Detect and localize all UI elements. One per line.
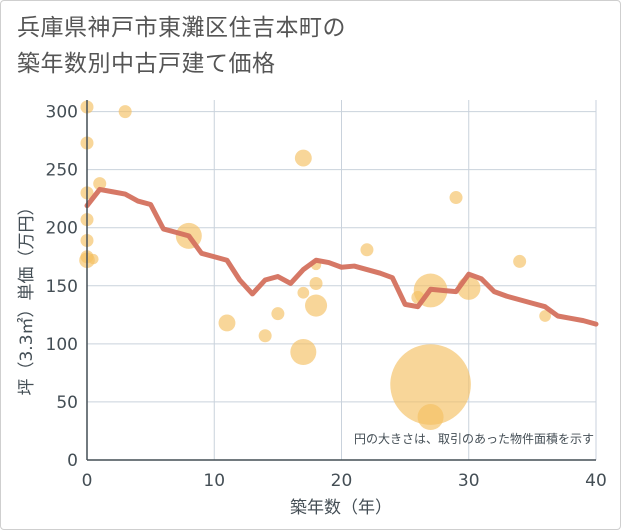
- bubble-13: [271, 307, 285, 321]
- y-tick-label-300: 300: [46, 103, 78, 123]
- bubble-28: [539, 310, 551, 322]
- bubble-23: [390, 344, 471, 425]
- bubble-27: [513, 254, 527, 268]
- bubble-16: [290, 339, 317, 365]
- x-tick-label-10: 10: [203, 471, 225, 491]
- bubble-9: [118, 105, 132, 119]
- scatter-bubbles: [79, 100, 551, 431]
- x-axis-label: 築年数（年）: [290, 498, 392, 518]
- y-tick-label-50: 50: [56, 393, 78, 413]
- y-tick-label-200: 200: [46, 219, 78, 239]
- bubble-14: [294, 149, 312, 167]
- bubble-size-note: 円の大きさは、取引のあった物件面積を示す: [354, 431, 594, 446]
- bubble-8: [93, 177, 107, 191]
- trend-line-group: [84, 186, 599, 327]
- bubble-15: [297, 286, 310, 299]
- y-tick-label-150: 150: [46, 277, 78, 297]
- x-tick-label-40: 40: [585, 471, 607, 491]
- tick-labels: 0 10 20 30 40 0 50 100 150 200 250 300: [46, 103, 607, 491]
- bubble-18: [305, 294, 328, 317]
- y-tick-label-100: 100: [46, 335, 78, 355]
- axes: [86, 100, 596, 461]
- trend-line: [84, 186, 599, 327]
- y-axis-label: 坪（3.3㎡）単価（万円）: [17, 198, 37, 395]
- bubble-7: [88, 253, 99, 265]
- chart-title: 兵庫県神戸市東灘区住吉本町の 築年数別中古戸建て価格: [17, 10, 577, 82]
- y-tick-label-0: 0: [67, 451, 78, 471]
- bubble-11: [218, 314, 236, 332]
- x-tick-label-30: 30: [458, 471, 480, 491]
- grid-lines: [87, 100, 597, 460]
- y-tick-label-250: 250: [46, 161, 78, 181]
- chart-title-line-1: 兵庫県神戸市東灘区住吉本町の: [17, 15, 346, 41]
- bubble-25: [449, 191, 463, 205]
- bubble-12: [258, 329, 272, 343]
- x-tick-label-0: 0: [82, 471, 93, 491]
- bubble-24: [417, 404, 444, 431]
- bubble-17: [309, 276, 323, 290]
- bubble-20: [360, 243, 374, 257]
- x-tick-label-20: 20: [331, 471, 353, 491]
- chart-title-line-2: 築年数別中古戸建て価格: [17, 51, 276, 77]
